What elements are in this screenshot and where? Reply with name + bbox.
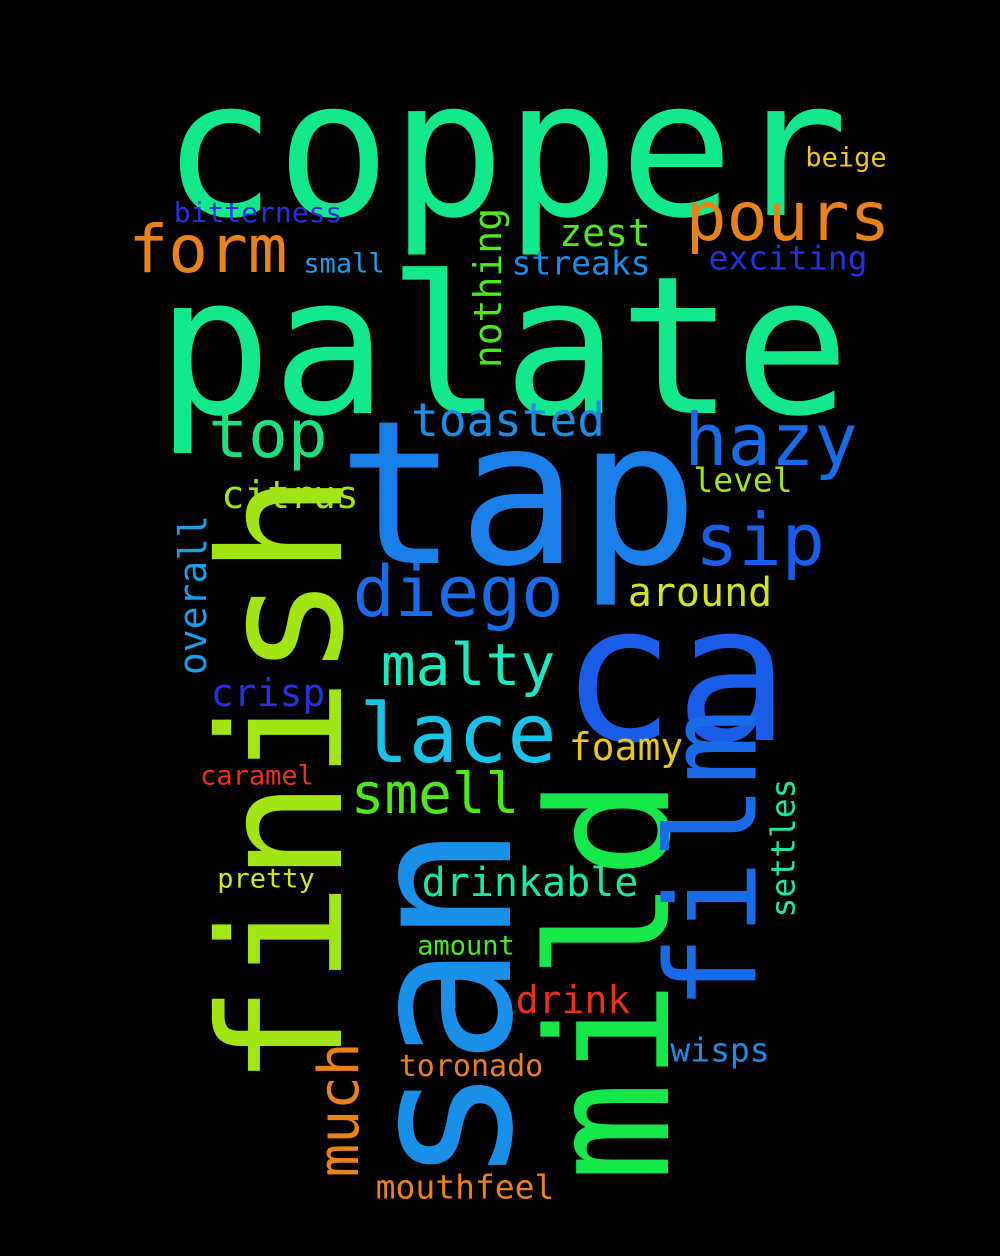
word-wisps: wisps: [670, 1030, 770, 1070]
word-malty: malty: [380, 631, 556, 699]
word-exciting: exciting: [708, 238, 868, 278]
word-lace: lace: [359, 687, 557, 782]
word-zest: zest: [559, 211, 651, 255]
word-citrus: citrus: [221, 473, 359, 517]
word-around: around: [627, 570, 773, 616]
word-diego: diego: [352, 551, 564, 633]
word-top: top: [208, 396, 328, 473]
word-nothing: nothing: [466, 207, 510, 369]
word-pretty: pretty: [217, 863, 315, 895]
word-overall: overall: [171, 514, 215, 676]
word-beige: beige: [805, 142, 887, 174]
word-level: level: [693, 460, 793, 500]
word-ca: ca: [560, 564, 790, 785]
word-pours: pours: [685, 178, 891, 257]
word-smell: smell: [350, 762, 520, 827]
word-toasted: toasted: [411, 393, 605, 447]
word-copper: copper: [161, 39, 849, 260]
word-hazy: hazy: [684, 398, 858, 482]
word-form: form: [128, 211, 288, 288]
word-foamy: foamy: [568, 725, 684, 769]
word-drinkable: drinkable: [421, 860, 639, 906]
word-crisp: crisp: [210, 671, 326, 715]
word-bitterness: bitterness: [173, 196, 343, 229]
word-caramel: caramel: [200, 760, 314, 792]
word-mouthfeel: mouthfeel: [375, 1167, 555, 1207]
word-toronado: toronado: [398, 1049, 544, 1084]
word-streaks: streaks: [511, 243, 651, 283]
word-small: small: [303, 248, 385, 280]
word-palate: palate: [156, 236, 850, 459]
word-sip: sip: [694, 498, 826, 582]
word-amount: amount: [417, 930, 515, 962]
word-settles: settles: [763, 778, 803, 918]
word-drink: drink: [515, 978, 631, 1022]
word-tap: tap: [337, 378, 699, 611]
word-much: much: [307, 1042, 372, 1178]
